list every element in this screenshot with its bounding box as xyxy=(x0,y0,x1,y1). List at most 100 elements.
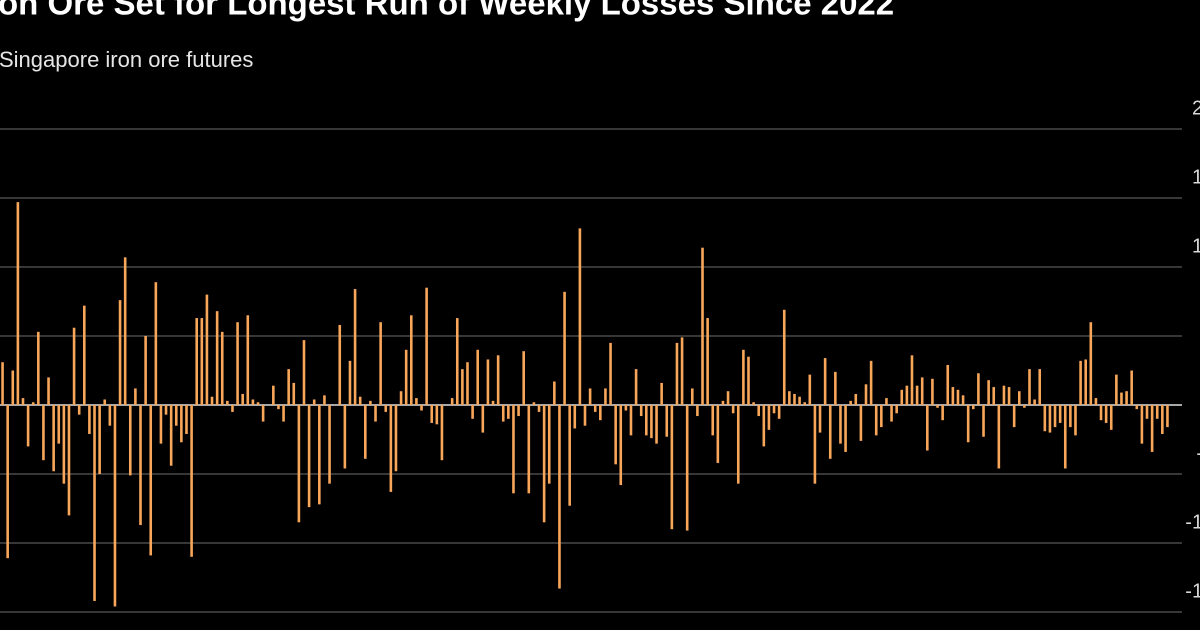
bar xyxy=(1058,405,1062,423)
bar xyxy=(808,374,812,405)
bar xyxy=(788,391,791,405)
bar xyxy=(844,405,847,452)
bar xyxy=(864,384,868,405)
bar xyxy=(1161,405,1164,434)
bar xyxy=(26,405,30,447)
bar xyxy=(951,387,955,405)
bar xyxy=(1048,405,1052,433)
bar xyxy=(828,405,832,459)
bar xyxy=(1043,405,1047,432)
bar xyxy=(696,405,699,417)
bar xyxy=(716,405,720,463)
bar xyxy=(42,405,45,461)
bar xyxy=(1135,405,1139,410)
bar xyxy=(128,405,132,476)
bar xyxy=(736,405,740,484)
bar xyxy=(435,405,439,425)
bar xyxy=(885,398,888,405)
bar xyxy=(900,389,904,405)
bar xyxy=(195,318,199,405)
bar xyxy=(369,400,372,405)
bar xyxy=(1079,360,1082,405)
bar xyxy=(77,405,81,415)
bar xyxy=(987,380,990,405)
bar xyxy=(1012,405,1016,428)
bar xyxy=(409,315,413,405)
bar xyxy=(859,405,863,441)
bar xyxy=(634,369,638,405)
bar xyxy=(323,395,326,405)
bar xyxy=(573,405,577,429)
bar xyxy=(1002,385,1006,405)
bar xyxy=(471,405,474,419)
bar xyxy=(578,228,582,405)
bar xyxy=(261,405,265,422)
y-tick-label: -15% xyxy=(1185,580,1200,602)
bar xyxy=(353,289,357,405)
y-tick-label: -5% xyxy=(1196,442,1200,464)
bar xyxy=(251,399,255,405)
bar xyxy=(1140,405,1144,444)
bar xyxy=(476,349,480,405)
bar xyxy=(67,405,71,516)
bar xyxy=(966,405,970,443)
bar xyxy=(507,405,510,419)
bar xyxy=(522,351,525,405)
bar xyxy=(915,385,919,405)
bar xyxy=(941,405,944,421)
bar xyxy=(542,405,546,523)
bar xyxy=(287,369,290,405)
bar xyxy=(1089,322,1093,405)
bar xyxy=(685,405,689,531)
bar xyxy=(721,400,725,405)
bar xyxy=(205,294,209,405)
bar xyxy=(144,336,147,405)
bar xyxy=(823,358,827,405)
bar xyxy=(558,405,561,589)
bar xyxy=(517,405,520,417)
bar xyxy=(920,377,924,405)
bar xyxy=(420,405,423,411)
bar xyxy=(1130,370,1133,405)
bar xyxy=(956,389,960,405)
bar xyxy=(113,405,117,607)
bar xyxy=(553,381,556,405)
bar xyxy=(854,393,858,405)
y-tick-label: -10% xyxy=(1185,511,1200,533)
bar xyxy=(461,369,464,405)
bar xyxy=(1109,405,1113,430)
bar xyxy=(532,402,536,405)
bar xyxy=(777,405,781,419)
bar xyxy=(629,405,633,436)
bar xyxy=(88,405,91,434)
bar xyxy=(180,405,183,443)
bar xyxy=(701,247,704,405)
bar xyxy=(971,405,975,410)
bar xyxy=(348,360,352,405)
bar xyxy=(880,405,883,428)
bar xyxy=(343,405,347,469)
bar xyxy=(767,405,771,430)
bar xyxy=(384,405,388,412)
bar xyxy=(726,391,730,405)
bar xyxy=(272,385,275,405)
bar xyxy=(588,388,592,405)
bar xyxy=(16,202,20,405)
bar xyxy=(680,337,684,405)
bar xyxy=(11,370,15,405)
bar xyxy=(37,331,40,405)
bar xyxy=(1038,369,1042,405)
bar xyxy=(583,405,587,426)
bar xyxy=(1,362,4,405)
bar xyxy=(905,385,909,405)
bar xyxy=(415,398,418,405)
bar xyxy=(599,405,602,421)
bar xyxy=(98,405,101,474)
bar xyxy=(185,405,188,434)
bar xyxy=(1094,398,1098,405)
bar xyxy=(910,355,914,405)
bar xyxy=(619,405,623,486)
y-tick-label: 10% xyxy=(1192,235,1200,257)
bar xyxy=(1099,405,1103,421)
bar xyxy=(537,405,541,412)
